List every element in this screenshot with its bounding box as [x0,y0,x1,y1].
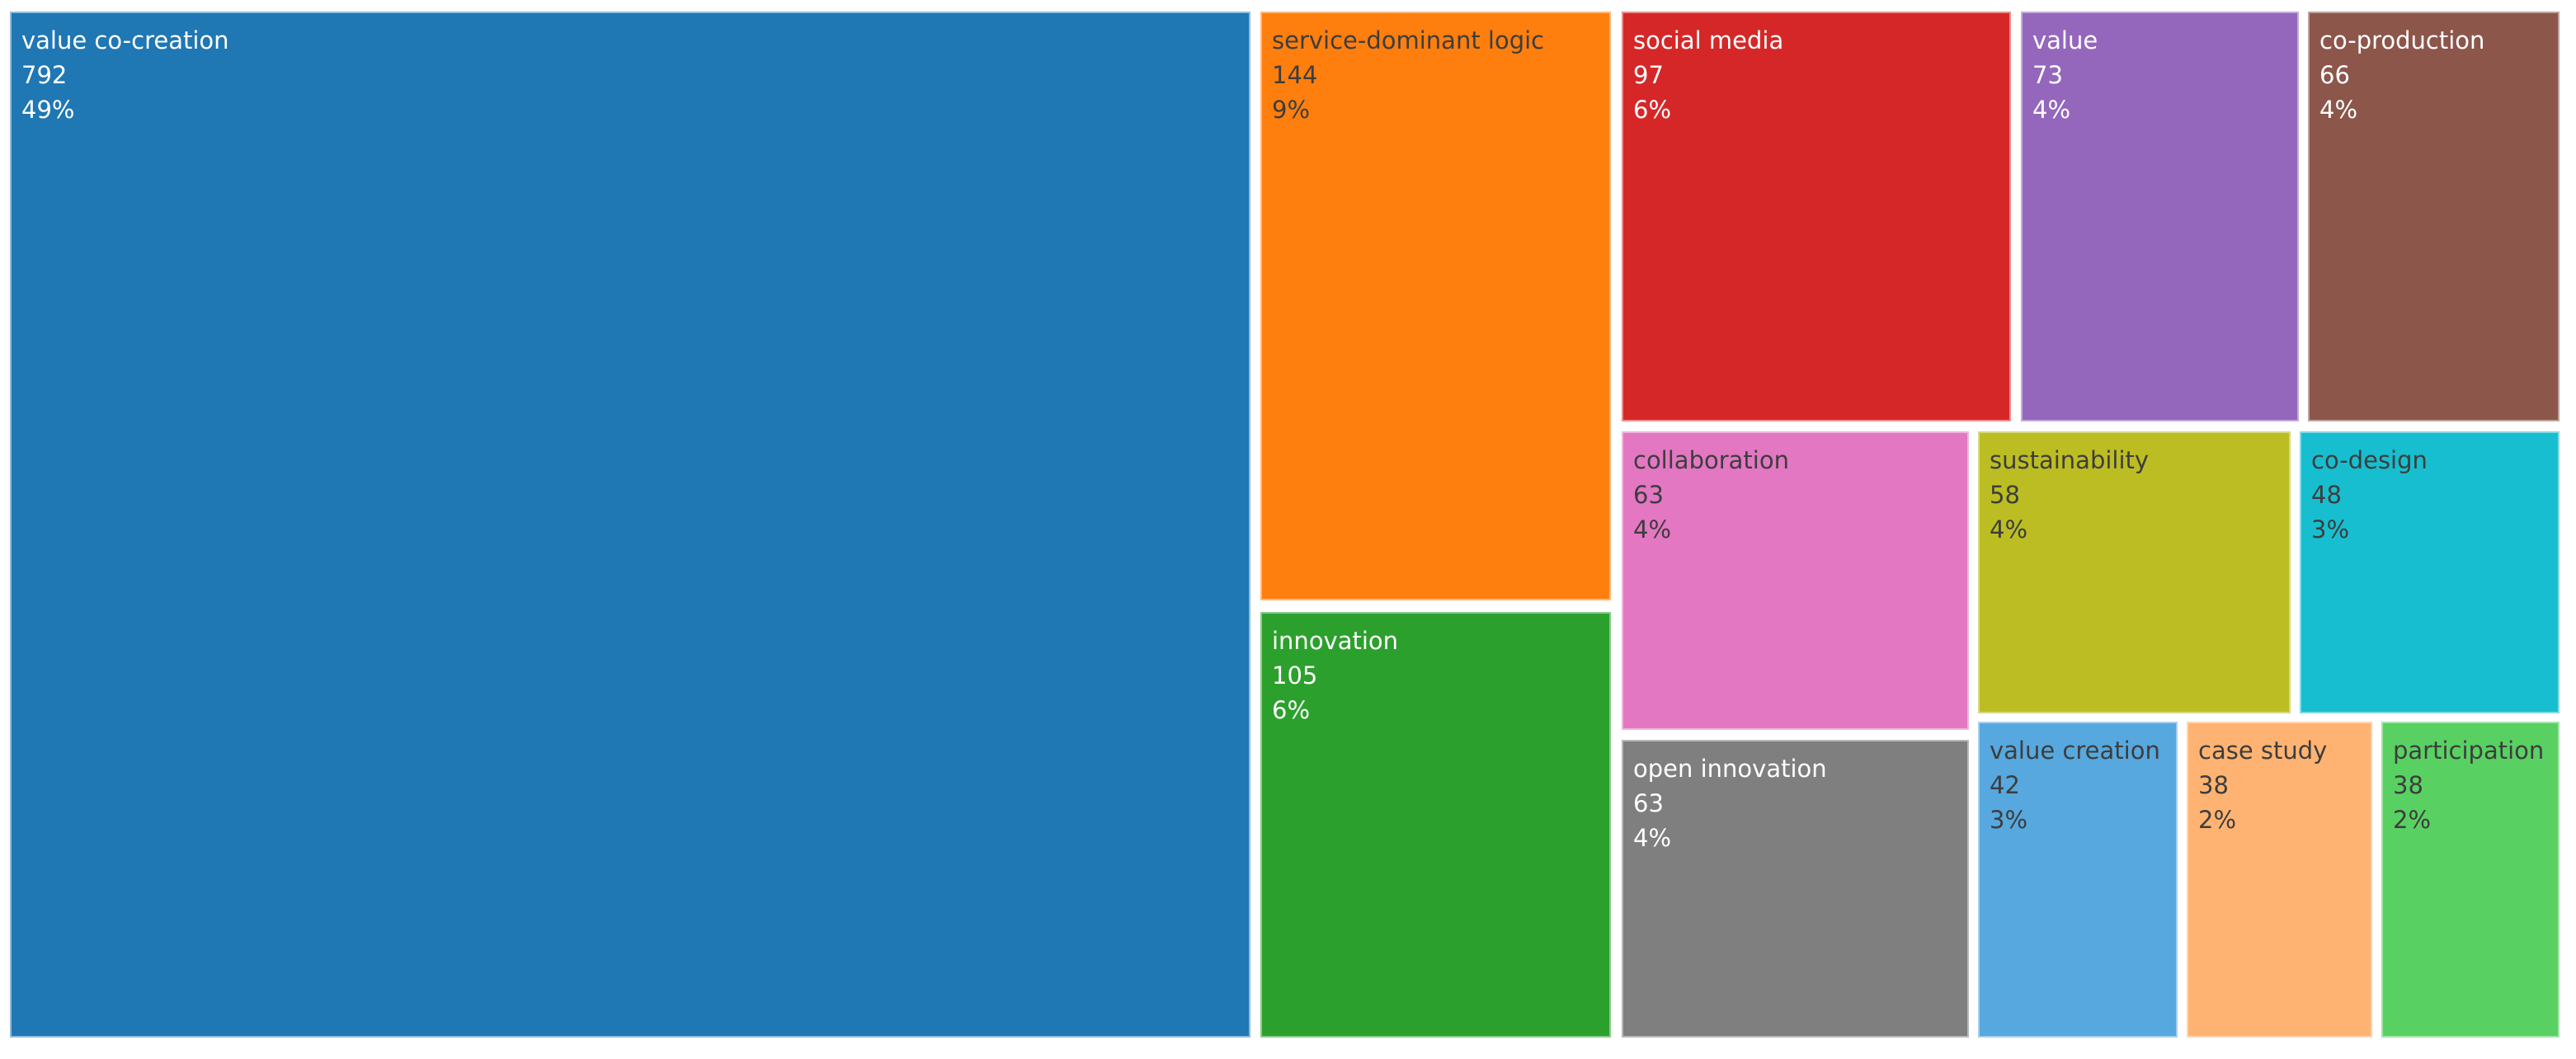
tile-percent: 2% [2198,806,2237,834]
tile-value: 66 [2319,61,2350,89]
treemap-tile-sustainability[interactable]: sustainability 58 4% [1978,431,2291,713]
treemap-tile-social-media[interactable]: social media 97 6% [1622,12,2011,421]
tile-label: value [2032,26,2098,54]
tile-label: social media [1633,26,1784,54]
treemap-tile-value-creation[interactable]: value creation 42 3% [1978,722,2178,1038]
tile-percent: 3% [1990,806,2028,834]
tile-value: 144 [1272,61,1318,89]
tile-percent: 4% [2319,96,2358,124]
tile-percent: 49% [21,96,75,124]
tile-label: co-design [2311,446,2428,474]
treemap-tile-participation[interactable]: participation 38 2% [2381,722,2560,1038]
tile-label: participation [2393,737,2545,765]
tile-text: value 73 4% [2023,13,2297,127]
tile-value: 38 [2393,771,2423,799]
tile-label: service-dominant logic [1272,26,1545,54]
tile-value: 73 [2032,61,2063,89]
tile-text: value co-creation 792 49% [12,13,1249,127]
tile-text: collaboration 63 4% [1623,433,1967,547]
tile-percent: 3% [2311,515,2350,544]
tile-value: 38 [2198,771,2229,799]
tile-text: sustainability 58 4% [1980,433,2289,547]
tile-label: value co-creation [21,26,229,54]
treemap-tile-collaboration[interactable]: collaboration 63 4% [1622,431,1969,730]
tile-percent: 4% [1633,515,1672,544]
tile-value: 58 [1990,481,2020,509]
tile-value: 63 [1633,789,1664,817]
tile-value: 105 [1272,661,1318,690]
tile-value: 97 [1633,61,1664,89]
tile-value: 63 [1633,481,1664,509]
tile-text: value creation 42 3% [1980,723,2176,837]
tile-label: collaboration [1633,446,1789,474]
tile-value: 48 [2311,481,2342,509]
tile-text: service-dominant logic 144 9% [1262,13,1609,127]
tile-percent: 9% [1272,96,1311,124]
tile-text: innovation 105 6% [1262,614,1609,727]
treemap-tile-open-innovation[interactable]: open innovation 63 4% [1622,740,1969,1038]
tile-percent: 4% [1633,824,1672,852]
tile-label: sustainability [1990,446,2150,474]
tile-percent: 2% [2393,806,2432,834]
treemap-tile-case-study[interactable]: case study 38 2% [2187,722,2372,1038]
tile-label: co-production [2319,26,2485,54]
tile-label: case study [2198,737,2328,765]
tile-percent: 6% [1272,696,1311,724]
tile-text: participation 38 2% [2383,723,2558,837]
treemap-tile-co-production[interactable]: co-production 66 4% [2308,12,2560,421]
tile-value: 792 [21,61,68,89]
treemap-tile-innovation[interactable]: innovation 105 6% [1260,612,1611,1038]
treemap-tile-value[interactable]: value 73 4% [2021,12,2299,421]
tile-value: 42 [1990,771,2020,799]
tile-text: open innovation 63 4% [1623,741,1967,855]
tile-text: case study 38 2% [2188,723,2371,837]
tile-percent: 6% [1633,96,1672,124]
tile-label: value creation [1990,737,2160,765]
tile-label: open innovation [1633,755,1827,783]
tile-percent: 4% [2032,96,2071,124]
treemap-tile-service-dominant-logic[interactable]: service-dominant logic 144 9% [1260,12,1611,600]
tile-text: social media 97 6% [1623,13,2009,127]
tile-label: innovation [1272,627,1399,655]
tile-text: co-design 48 3% [2301,433,2558,547]
treemap-tile-value-co-creation[interactable]: value co-creation 792 49% [10,12,1250,1038]
tile-percent: 4% [1990,515,2028,544]
treemap-tile-co-design[interactable]: co-design 48 3% [2300,431,2560,713]
tile-text: co-production 66 4% [2310,13,2558,127]
